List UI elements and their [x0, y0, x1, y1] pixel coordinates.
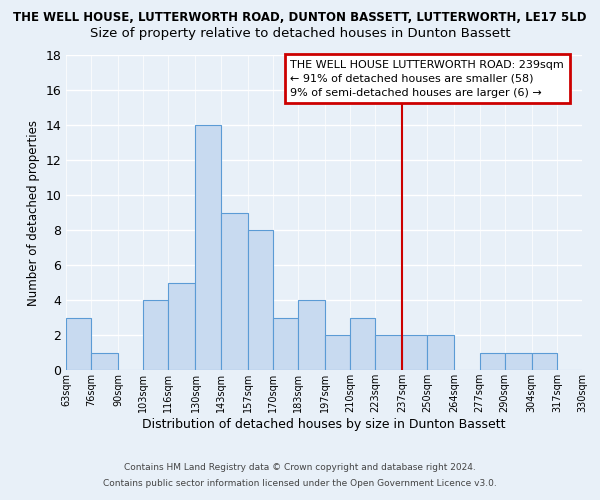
Bar	[143, 300, 169, 370]
Bar	[479, 352, 505, 370]
Bar	[325, 335, 350, 370]
Bar	[66, 318, 91, 370]
Text: Contains public sector information licensed under the Open Government Licence v3: Contains public sector information licen…	[103, 478, 497, 488]
X-axis label: Distribution of detached houses by size in Dunton Bassett: Distribution of detached houses by size …	[142, 418, 506, 431]
Bar	[375, 335, 402, 370]
Bar	[169, 282, 196, 370]
Bar	[427, 335, 454, 370]
Bar	[196, 125, 221, 370]
Bar	[248, 230, 273, 370]
Text: Size of property relative to detached houses in Dunton Bassett: Size of property relative to detached ho…	[90, 28, 510, 40]
Bar	[532, 352, 557, 370]
Bar	[91, 352, 118, 370]
Text: Contains HM Land Registry data © Crown copyright and database right 2024.: Contains HM Land Registry data © Crown c…	[124, 464, 476, 472]
Bar	[402, 335, 427, 370]
Y-axis label: Number of detached properties: Number of detached properties	[27, 120, 40, 306]
Bar	[298, 300, 325, 370]
Bar	[350, 318, 375, 370]
Bar	[221, 212, 248, 370]
Text: THE WELL HOUSE LUTTERWORTH ROAD: 239sqm
← 91% of detached houses are smaller (58: THE WELL HOUSE LUTTERWORTH ROAD: 239sqm …	[290, 60, 564, 98]
Text: THE WELL HOUSE, LUTTERWORTH ROAD, DUNTON BASSETT, LUTTERWORTH, LE17 5LD: THE WELL HOUSE, LUTTERWORTH ROAD, DUNTON…	[13, 11, 587, 24]
Bar	[505, 352, 532, 370]
Bar	[273, 318, 298, 370]
